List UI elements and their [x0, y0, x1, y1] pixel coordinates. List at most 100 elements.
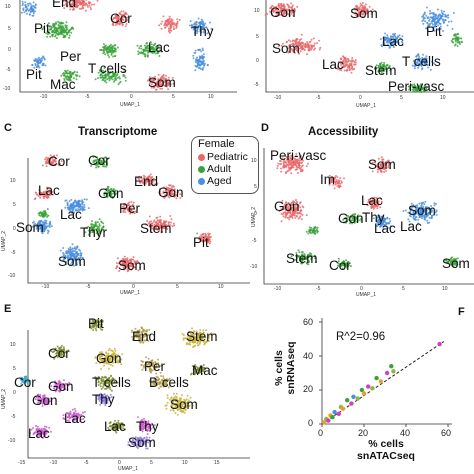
umap-cell-point: [34, 63, 37, 65]
umap-cell-point: [196, 59, 199, 62]
umap-cell-point: [42, 62, 45, 65]
umap-cell-point: [83, 204, 86, 206]
umap-cell-point: [173, 224, 176, 227]
umap-cell-point: [70, 3, 73, 6]
panel-c: C Transcriptome Female Pediatric Adult A…: [0, 118, 259, 296]
umap-cell-point: [167, 21, 170, 24]
umap-cell-point: [197, 24, 200, 27]
umap-cell-point: [98, 158, 101, 161]
y-tick: 10: [5, 4, 11, 10]
umap-cell-point: [82, 209, 85, 211]
umap-cell-point: [457, 38, 460, 41]
umap-cell-point: [87, 207, 90, 210]
umap-cell-point: [32, 12, 35, 15]
umap-cell-point: [74, 73, 77, 76]
umap-cell-point: [337, 65, 340, 68]
umap-cell-point: [66, 5, 68, 8]
umap-cell-point: [154, 88, 157, 91]
umap-cell-point: [438, 13, 441, 16]
umap-cell-point: [89, 6, 92, 9]
umap-cell-point: [291, 4, 294, 7]
umap-cell-point: [389, 69, 392, 72]
umap-cell-point: [447, 14, 450, 17]
umap-cell-point: [85, 198, 88, 201]
x-tick: 0: [130, 94, 133, 100]
umap-cell-point: [84, 9, 87, 12]
umap-cell-point: [380, 61, 383, 64]
umap-cell-point: [277, 45, 280, 48]
umap-cell-point: [270, 7, 273, 9]
umap-cell-point: [201, 68, 204, 71]
cluster-label: Thyr: [80, 225, 107, 240]
umap-cell-point: [388, 217, 391, 220]
umap-cell-point: [364, 6, 367, 9]
umap-cell-point: [46, 225, 49, 228]
umap-cell-point: [445, 15, 447, 18]
umap-cell-point: [148, 45, 151, 48]
umap-cell-point: [307, 232, 310, 235]
umap-cell-point: [422, 18, 425, 21]
umap-cell-point: [112, 55, 115, 58]
umap-cell-point: [361, 7, 364, 9]
umap-cell-point: [172, 25, 175, 28]
cluster-label: Thy: [191, 24, 214, 39]
umap-cell-point: [189, 24, 191, 27]
umap-cell-point: [107, 367, 110, 370]
umap-cell-point: [149, 80, 152, 83]
umap-cell-point: [390, 37, 393, 40]
umap-cell-point: [357, 12, 360, 15]
umap-cell-point: [66, 33, 68, 36]
umap-cell-point: [55, 22, 58, 25]
umap-cell-point: [417, 63, 420, 66]
umap-cell-point: [26, 12, 28, 15]
umap-cell-point: [288, 6, 291, 9]
umap-cell-point: [439, 25, 442, 28]
umap-cell-point: [456, 45, 459, 47]
y-tick: 0: [8, 47, 11, 53]
umap-cell-point: [428, 18, 431, 21]
umap-cell-point: [417, 87, 419, 90]
umap-cell-point: [209, 240, 212, 243]
umap-cell-point: [300, 218, 303, 221]
umap-cell-point: [116, 74, 118, 77]
umap-cell-point: [343, 62, 345, 65]
umap-cell-point: [286, 216, 289, 219]
umap-cell-point: [121, 23, 124, 26]
umap-cell-point: [401, 35, 404, 38]
umap-cell-point: [153, 81, 156, 84]
umap-cell-point: [72, 6, 75, 9]
umap-cell-point: [301, 205, 304, 208]
umap-cell-point: [444, 13, 447, 16]
umap-cell-point: [420, 91, 423, 93]
umap-cell-point: [105, 165, 108, 168]
umap-cell-point: [318, 48, 321, 51]
y-tick: -5: [11, 250, 16, 256]
umap-cell-point: [46, 33, 49, 36]
umap-cell-point: [76, 5, 79, 8]
umap-cell-point: [108, 45, 111, 48]
umap-cell-point: [305, 165, 308, 168]
umap-cell-point: [454, 40, 457, 43]
umap-cell-point: [204, 62, 206, 65]
umap-cell-point: [106, 67, 109, 70]
umap-cell-point: [432, 28, 434, 30]
umap-cell-point: [398, 34, 401, 37]
umap-cell-point: [428, 24, 431, 27]
umap-cell-point: [290, 43, 293, 46]
umap-cell-point: [350, 71, 353, 74]
umap-cell-point: [157, 86, 159, 89]
umap-cell-point: [56, 154, 58, 157]
umap-cell-point: [434, 22, 436, 25]
umap-cell-point: [27, 4, 30, 7]
umap-cell-point: [145, 49, 148, 52]
umap-cell-point: [140, 52, 143, 55]
umap-cell-point: [206, 64, 209, 67]
umap-cell-point: [155, 217, 158, 219]
umap-cell-point: [51, 33, 54, 36]
umap-cell-point: [68, 200, 71, 203]
umap-cell-point: [150, 43, 153, 46]
umap-cell-point: [102, 43, 105, 46]
umap-cell-point: [276, 167, 279, 170]
umap-cell-point: [151, 78, 154, 81]
umap-cell-point: [37, 56, 40, 59]
